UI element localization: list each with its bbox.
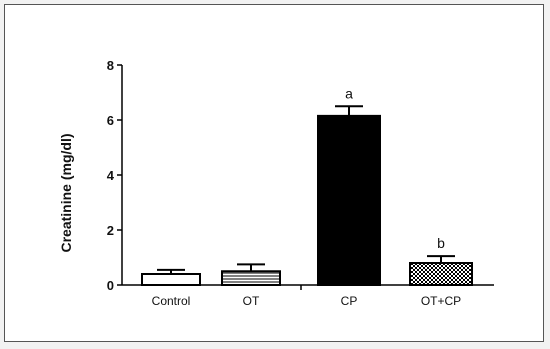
x-tick-label-ot-cp: OT+CP bbox=[421, 294, 461, 308]
y-tick-label-8: 8 bbox=[107, 58, 114, 73]
y-tick-label-6: 6 bbox=[107, 113, 114, 128]
axes-layer: Control OT CP a OT+CP b 0 2 4 6 8 bbox=[107, 58, 494, 308]
bar-chart: Control OT CP a OT+CP b 0 2 4 6 8 Creatinine (mg/d… bbox=[58, 58, 494, 308]
x-tick-label-ot: OT bbox=[243, 294, 260, 308]
x-tick-label-cp: CP bbox=[341, 294, 358, 308]
bar-ot bbox=[221, 270, 281, 286]
x-tick-label-control: Control bbox=[152, 294, 191, 308]
chart-frame: Control OT CP a OT+CP b 0 2 4 6 8 Creatinine (mg/d… bbox=[4, 4, 544, 342]
y-tick-label-2: 2 bbox=[107, 223, 114, 238]
y-tick-label-0: 0 bbox=[107, 278, 114, 293]
bar-cp bbox=[317, 114, 381, 286]
y-axis-title: Creatinine (mg/dl) bbox=[58, 133, 74, 252]
bar-control bbox=[141, 273, 201, 286]
bar-ot-cp bbox=[409, 262, 473, 286]
annotation-cp: a bbox=[345, 85, 353, 101]
annotation-ot-cp: b bbox=[437, 235, 445, 251]
y-tick-label-4: 4 bbox=[107, 168, 115, 183]
bars-layer bbox=[141, 105, 473, 286]
